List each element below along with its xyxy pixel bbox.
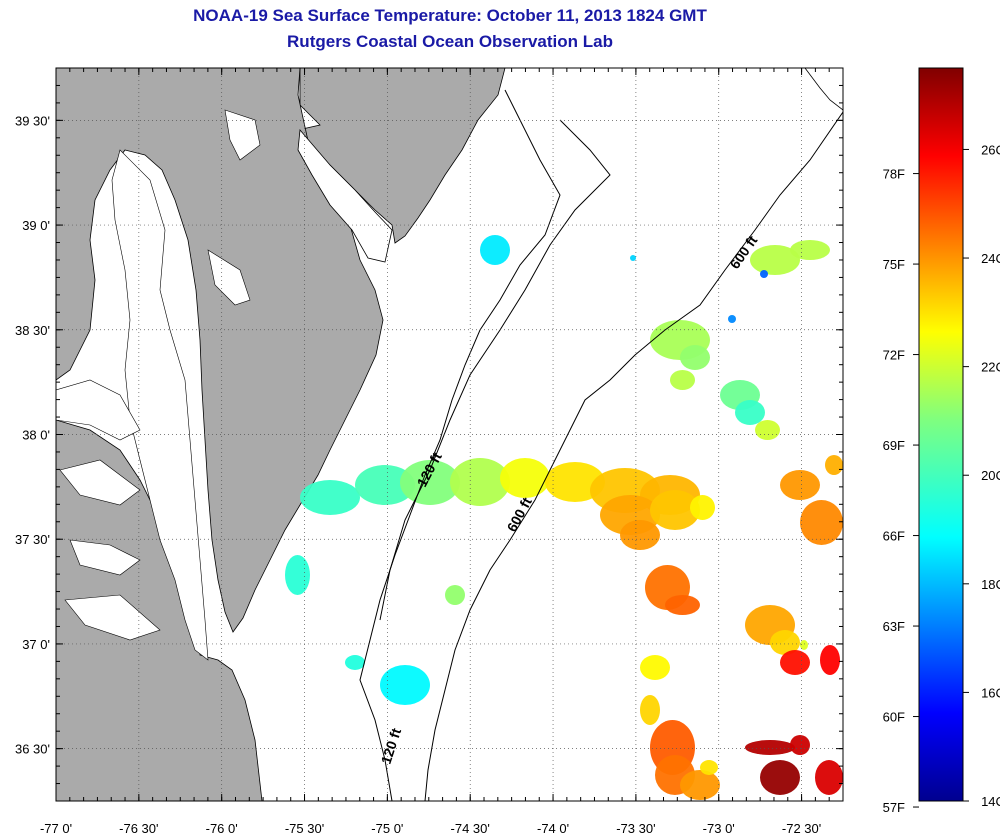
- colorbar-label-fahrenheit: 78F: [883, 167, 905, 182]
- longitude-labels: -77 0' -76 30' -76 0' -75 30' -75 0' -74 30' -…: [40, 821, 821, 836]
- longitude-tick-label: -74 30': [451, 821, 490, 836]
- longitude-tick-label: -72 30': [782, 821, 821, 836]
- latitude-tick-label: 38 30': [15, 323, 50, 338]
- sst-patch: [480, 235, 510, 265]
- latitude-tick-label: 39 30': [15, 113, 50, 128]
- sst-patch: [800, 500, 843, 545]
- sst-patch: [680, 345, 710, 370]
- axis-ticks: [55, 68, 844, 802]
- sst-patch: [400, 460, 460, 505]
- longitude-tick-label: -75 0': [371, 821, 403, 836]
- longitude-tick-label: -77 0': [40, 821, 72, 836]
- map-subtitle: Rutgers Coastal Ocean Observation Lab: [287, 32, 613, 51]
- colorbar-fahrenheit-labels: 78F 75F 72F 69F 66F 63F 60F 57F: [883, 167, 905, 815]
- sst-patch: [285, 555, 310, 595]
- colorbar-label-celsius: 22C: [981, 360, 1000, 375]
- latitude-tick-label: 37 0': [22, 637, 50, 652]
- sst-patch: [800, 640, 808, 650]
- sst-patch: [825, 455, 843, 475]
- map-plot-area: 120 ft 120 ft 600 ft 600 ft: [56, 68, 843, 801]
- sst-patch: [815, 760, 843, 795]
- colorbar-label-fahrenheit: 66F: [883, 529, 905, 544]
- colorbar-label-fahrenheit: 57F: [883, 800, 905, 815]
- sst-patch: [690, 495, 715, 520]
- sst-patch: [380, 665, 430, 705]
- sst-patch: [728, 315, 736, 323]
- colorbar-label-celsius: 26C: [981, 142, 1000, 157]
- colorbar-label-fahrenheit: 69F: [883, 438, 905, 453]
- sst-patch: [820, 645, 840, 675]
- colorbar-ticks: [913, 148, 969, 808]
- longitude-tick-label: -74 0': [537, 821, 569, 836]
- sst-patch: [790, 735, 810, 755]
- sst-patch: [745, 740, 795, 755]
- sst-patch: [780, 650, 810, 675]
- sst-data-patches: [285, 235, 843, 800]
- longitude-tick-label: -73 0': [703, 821, 735, 836]
- sst-patch: [790, 240, 830, 260]
- sst-patch: [770, 630, 800, 655]
- sst-patch: [670, 370, 695, 390]
- colorbar-label-fahrenheit: 75F: [883, 257, 905, 272]
- latitude-labels: 39 30' 39 0' 38 30' 38 0' 37 30' 37 0' 36 30': [15, 113, 50, 756]
- colorbar-label-celsius: 20C: [981, 468, 1000, 483]
- latitude-tick-label: 37 30': [15, 532, 50, 547]
- colorbar-label-fahrenheit: 63F: [883, 619, 905, 634]
- latitude-tick-label: 38 0': [22, 428, 50, 443]
- colorbar-label-celsius: 14C: [981, 794, 1000, 809]
- sst-patch: [760, 760, 800, 795]
- sst-patch: [735, 400, 765, 425]
- delaware-bay: [297, 129, 393, 263]
- map-title: NOAA-19 Sea Surface Temperature: October…: [193, 6, 707, 25]
- land-delmarva: [56, 68, 384, 633]
- contour-120ft: [359, 89, 561, 801]
- land-mass: [56, 68, 506, 801]
- sst-patch: [450, 458, 510, 506]
- longitude-tick-label: -76 0': [206, 821, 238, 836]
- sst-patch: [345, 655, 365, 670]
- longitude-tick-label: -76 30': [119, 821, 158, 836]
- latitude-tick-label: 39 0': [22, 218, 50, 233]
- sst-patch: [500, 458, 550, 498]
- sst-patch: [640, 655, 670, 680]
- colorbar-gradient: [918, 67, 964, 802]
- longitude-tick-label: -73 30': [616, 821, 655, 836]
- sst-patch: [545, 462, 605, 502]
- colorbar-label-celsius: 24C: [981, 251, 1000, 266]
- sst-patch: [760, 270, 768, 278]
- colorbar-label-celsius: 16C: [981, 685, 1000, 700]
- contour-600ft: [424, 111, 843, 801]
- colorbar-celsius-labels: 26C 24C 22C 20C 18C 16C 14C: [981, 142, 1000, 809]
- sst-patch: [355, 465, 415, 505]
- colorbar-label-fahrenheit: 72F: [883, 348, 905, 363]
- sst-patch: [680, 770, 720, 800]
- sst-patch: [640, 695, 660, 725]
- sst-patch: [700, 760, 718, 775]
- colorbar: 26C 24C 22C 20C 18C 16C 14C 78F 75F 72F 69F 66F 63F…: [883, 67, 1000, 815]
- colorbar-label-celsius: 18C: [981, 577, 1000, 592]
- sst-patch: [300, 480, 360, 515]
- colorbar-label-fahrenheit: 60F: [883, 710, 905, 725]
- sst-patch: [620, 520, 660, 550]
- sst-patch: [750, 245, 800, 275]
- sst-patch: [630, 255, 636, 261]
- longitude-tick-label: -75 30': [285, 821, 324, 836]
- sst-patch: [665, 595, 700, 615]
- land-long-island-edge: [804, 68, 843, 111]
- latitude-tick-label: 36 30': [15, 742, 50, 757]
- sst-patch: [445, 585, 465, 605]
- chesapeake-bay: [56, 109, 261, 661]
- sst-patch: [755, 420, 780, 440]
- sst-patch: [650, 490, 700, 530]
- sst-patch: [780, 470, 820, 500]
